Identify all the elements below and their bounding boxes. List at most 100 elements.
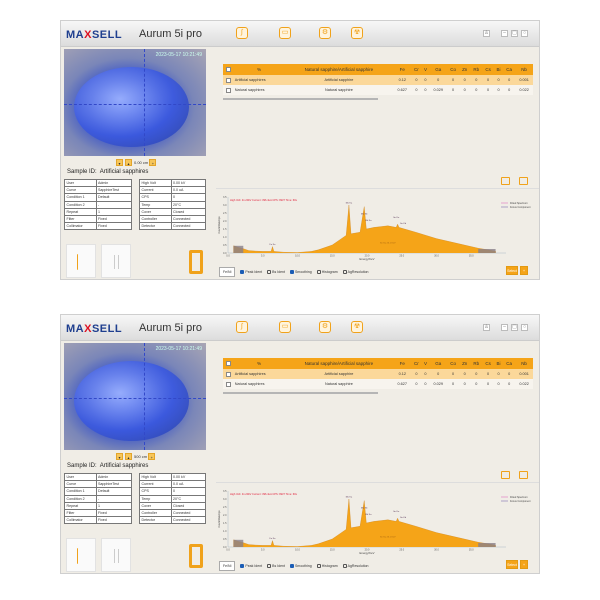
spectrum-icon[interactable]: ∫ [236, 321, 248, 333]
user-icon[interactable]: ♙ [483, 324, 490, 331]
y-tick-label: 0.0 [223, 546, 227, 549]
info-value: Default [95, 193, 132, 202]
camera-view[interactable]: 2023-05-17 10:21:49 [64, 49, 206, 156]
start-button[interactable] [66, 244, 96, 278]
zoom-out-button[interactable]: ▾ [116, 453, 123, 460]
option-checkbox[interactable]: AgResolution [342, 270, 368, 275]
info-value: Connected [170, 222, 207, 231]
camera-timestamp: 2023-05-17 10:21:49 [155, 346, 202, 352]
table-cell: Artificial sapphire [284, 75, 394, 85]
camera-view[interactable]: 2023-05-17 10:21:49 [64, 343, 206, 450]
peak-label: Mo Kb [361, 508, 368, 510]
table-cell: 0.029 [429, 379, 448, 389]
y-tick-label: 2.0 [223, 220, 227, 223]
start-button[interactable] [66, 538, 96, 572]
zoom-in-button[interactable]: ▴ [125, 453, 132, 460]
sample-id-value: Artificial sapphires [99, 463, 149, 469]
folder-icon[interactable]: ▭ [279, 27, 291, 39]
info-row: Repeat 1 [64, 501, 132, 510]
select-button[interactable]: Select [506, 560, 518, 569]
option-checkbox[interactable]: Bs Ident [267, 270, 285, 275]
table-cell: 0 [459, 85, 471, 95]
column-header: Natural sapphire/Artificial sapphire [284, 358, 394, 369]
horizontal-scrollbar[interactable] [223, 392, 378, 394]
element-select[interactable]: Fe/Ni [219, 267, 236, 277]
column-header: Cr [411, 358, 422, 369]
row-checkbox[interactable] [225, 381, 231, 387]
info-value: Fixed [95, 508, 132, 518]
option-checkbox[interactable]: Peak Ident [240, 270, 262, 275]
spectrum-chart[interactable]: 0.00.51.01.52.02.53.03.50.0 5.0 10.0 15.0 20… [216, 485, 540, 560]
radiation-icon[interactable]: ☢ [351, 321, 363, 333]
option-checkbox[interactable]: Smoothing [289, 270, 312, 275]
x-tick-label: 35.0 [469, 255, 474, 258]
y-tick-label: 1.0 [223, 530, 227, 533]
spectrum-icon[interactable]: ∫ [236, 27, 248, 39]
spectrum-chart[interactable]: 0.00.51.01.52.02.53.03.50.0 5.0 10.0 15.0 20… [216, 191, 540, 266]
info-row: User Admin [64, 178, 132, 188]
option-checkbox[interactable]: Histogram [316, 270, 338, 275]
crosshair-button[interactable]: + [149, 159, 157, 166]
table-cell: 0 [447, 369, 460, 379]
option-checkbox[interactable]: Smoothing [289, 564, 312, 569]
info-row: Controller Connected [139, 214, 207, 224]
radiation-icon[interactable]: ☢ [351, 27, 363, 39]
y-tick-label: 3.0 [223, 204, 227, 207]
add-button[interactable]: + [520, 266, 528, 275]
add-button[interactable]: + [520, 560, 528, 569]
table-cell: 0 [482, 75, 494, 85]
table-cell: 0 [493, 85, 504, 95]
info-label: Controller [139, 508, 172, 518]
peak-label: Sn Ka [393, 217, 400, 219]
select-button[interactable]: Select [506, 266, 518, 275]
info-value: SapphireTest [95, 186, 132, 195]
option-checkbox[interactable]: Bs Ident [267, 564, 285, 569]
table-row[interactable]: Natural sapphires Natural sapphire 0.627 0 0… [223, 85, 533, 95]
option-checkbox[interactable]: AgResolution [342, 564, 368, 569]
info-row: Curve SapphireTest [64, 186, 132, 195]
table-cell: 0 [493, 369, 504, 379]
table-row[interactable]: Artificial sapphires Artificial sapphire 0… [223, 75, 533, 85]
y-tick-label: 2.5 [223, 212, 227, 215]
zoom-in-button[interactable]: ▴ [125, 159, 132, 166]
restore-icon[interactable]: ▢ [511, 324, 518, 331]
option-checkbox[interactable]: Peak Ident [240, 564, 262, 569]
row-checkbox[interactable] [225, 371, 231, 377]
table-row[interactable]: Natural sapphires Natural sapphire 0.627 0 0… [223, 379, 533, 389]
settings-gear-icon[interactable]: ⚙ [319, 27, 331, 39]
zoom-out-button[interactable]: ▾ [116, 159, 123, 166]
option-checkbox[interactable]: Histogram [316, 564, 338, 569]
row-checkbox[interactable] [225, 87, 231, 93]
pause-button[interactable] [101, 538, 131, 572]
folder-icon[interactable]: ▭ [279, 321, 291, 333]
info-label: Filter [64, 508, 97, 518]
horizontal-scrollbar[interactable] [223, 98, 378, 100]
select-all-checkbox[interactable] [223, 358, 234, 369]
close-icon[interactable]: ○ [521, 324, 528, 331]
info-value: Connected [170, 508, 207, 518]
sample-image [74, 361, 189, 441]
print-icon[interactable] [519, 471, 528, 479]
table-header: % Natural sapphire/Artificial sapphire Fe C… [223, 64, 533, 75]
camera-timestamp: 2023-05-17 10:21:49 [155, 52, 202, 58]
minimize-icon[interactable]: – [501, 30, 508, 37]
export-icon[interactable] [501, 471, 510, 479]
y-axis-label: Count/Rate/cps [218, 216, 221, 234]
element-select[interactable]: Fe/Ni [219, 561, 236, 571]
table-row[interactable]: Artificial sapphires Artificial sapphire 0… [223, 369, 533, 379]
select-all-checkbox[interactable] [223, 64, 234, 75]
export-icon[interactable] [501, 177, 510, 185]
restore-icon[interactable]: ▢ [511, 30, 518, 37]
close-icon[interactable]: ○ [521, 30, 528, 37]
minimize-icon[interactable]: – [501, 324, 508, 331]
print-icon[interactable] [519, 177, 528, 185]
info-row: Collimator Fixed [64, 516, 132, 525]
legend-label: Fitted Spectrum [510, 202, 528, 205]
row-checkbox[interactable] [225, 77, 231, 83]
crosshair-button[interactable]: + [148, 453, 156, 460]
table-cell: 0 [503, 369, 516, 379]
pause-button[interactable] [101, 244, 131, 278]
legend-label: Focus Component [510, 206, 531, 209]
settings-gear-icon[interactable]: ⚙ [319, 321, 331, 333]
user-icon[interactable]: ♙ [483, 30, 490, 37]
